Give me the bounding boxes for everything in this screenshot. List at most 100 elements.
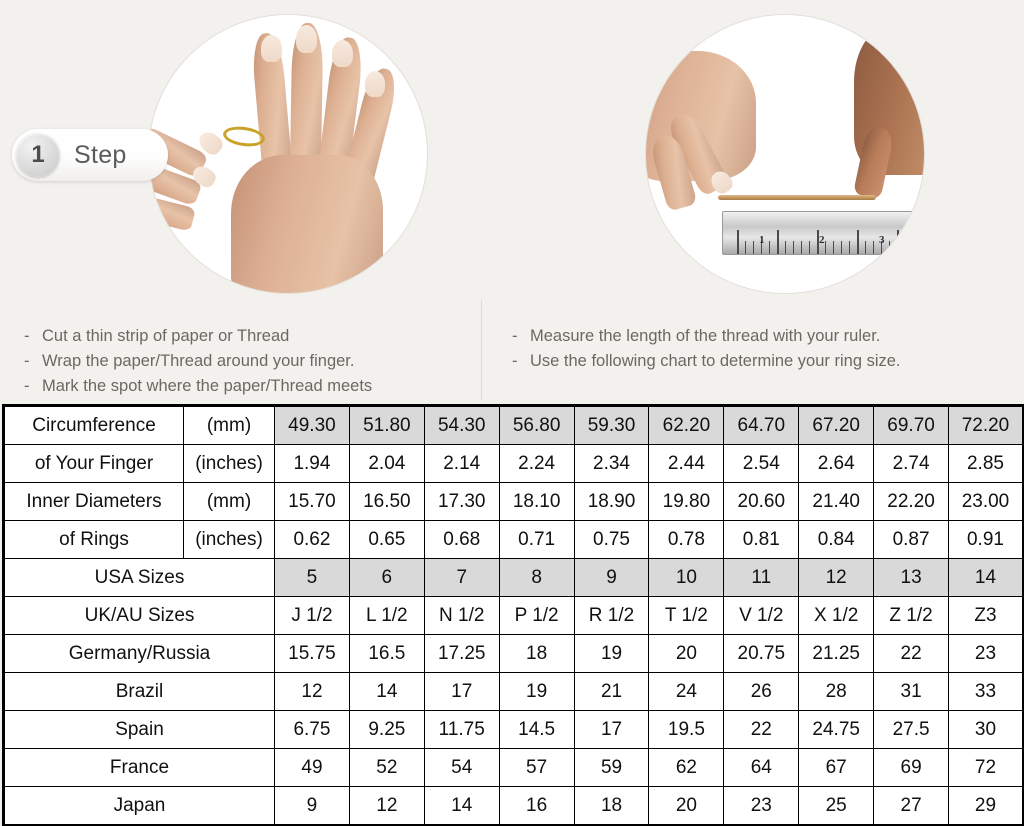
data-cell: 49.30: [274, 405, 350, 445]
data-cell: 62: [648, 748, 725, 787]
data-cell: P 1/2: [498, 596, 575, 635]
data-cell: X 1/2: [798, 596, 875, 635]
data-cell: 20.75: [723, 634, 800, 673]
data-cell: 0.71: [498, 520, 575, 559]
data-cell: 18.90: [573, 482, 650, 521]
table-row: USA Sizes 5 6 7 8 9 10 11 12 13 14: [3, 558, 1024, 597]
table-row: UK/AU Sizes J 1/2 L 1/2 N 1/2 P 1/2 R 1/2 T 1/…: [3, 596, 1024, 635]
data-cell: 7: [423, 558, 500, 597]
data-cell: 30: [948, 710, 1024, 749]
row-label-uk-au-sizes: UK/AU Sizes: [3, 596, 275, 635]
data-cell: 52: [348, 748, 425, 787]
data-cell: 18.10: [498, 482, 575, 521]
data-cell: 69: [873, 748, 950, 787]
data-cell: 2.85: [948, 444, 1024, 483]
ruler-mark-1: 1: [759, 234, 765, 246]
data-cell: 16.5: [348, 634, 425, 673]
step-1-instructions: - Cut a thin strip of paper or Thread - Wr…: [24, 324, 464, 399]
row-label-japan: Japan: [3, 786, 275, 826]
measured-thread: [718, 195, 876, 200]
data-cell: 21: [573, 672, 650, 711]
data-cell: 2.24: [498, 444, 575, 483]
data-cell: Z3: [948, 596, 1024, 635]
unit-label: (inches): [183, 444, 275, 483]
data-cell: 23.00: [948, 482, 1024, 521]
data-cell: 14: [348, 672, 425, 711]
data-cell: 33: [948, 672, 1024, 711]
instruction-text: Wrap the paper/Thread around your finger…: [42, 352, 355, 370]
data-cell: 12: [798, 558, 875, 597]
data-cell: 0.78: [648, 520, 725, 559]
data-cell: 18: [498, 634, 575, 673]
data-cell: 25: [798, 786, 875, 826]
data-cell: 0.65: [348, 520, 425, 559]
data-cell: 20: [648, 786, 725, 826]
data-cell: 14.5: [498, 710, 575, 749]
data-cell: 59: [573, 748, 650, 787]
data-cell: R 1/2: [573, 596, 650, 635]
data-cell: 0.87: [873, 520, 950, 559]
data-cell: 2.04: [348, 444, 425, 483]
data-cell: 24.75: [798, 710, 875, 749]
ring-size-conversion-table: Circumference (mm) 49.30 51.80 54.30 56.80 59.…: [2, 404, 1024, 826]
data-cell: 19.80: [648, 482, 725, 521]
data-cell: 23: [723, 786, 800, 826]
data-cell: 69.70: [873, 405, 950, 445]
data-cell: 2.44: [648, 444, 725, 483]
data-cell: 72.20: [948, 405, 1024, 445]
step-2-instructions: - Measure the length of the thread with y…: [512, 324, 1012, 374]
data-cell: 64: [723, 748, 800, 787]
table-row: Brazil 12 14 17 19 21 24 26 28 31 33: [3, 672, 1024, 711]
data-cell: 28: [798, 672, 875, 711]
data-cell: 17: [423, 672, 500, 711]
data-cell: 17.25: [423, 634, 500, 673]
data-cell: T 1/2: [648, 596, 725, 635]
row-label-spain: Spain: [3, 710, 275, 749]
instruction-text: Measure the length of the thread with yo…: [530, 327, 881, 345]
hand-illustration: [149, 15, 427, 293]
row-label-usa-sizes: USA Sizes: [3, 558, 275, 597]
table-row: Inner Diameters (mm) 15.70 16.50 17.30 18.10 1…: [3, 482, 1024, 521]
data-cell: 29: [948, 786, 1024, 826]
step-panel-1: 1 Step - Cut a thin strip of paper or Thr…: [0, 0, 485, 404]
data-cell: 17: [573, 710, 650, 749]
data-cell: 12: [348, 786, 425, 826]
instruction-text: Mark the spot where the paper/Thread mee…: [42, 377, 373, 395]
data-cell: 59.30: [573, 405, 650, 445]
unit-label: (mm): [183, 405, 275, 445]
steps-area: 1 Step - Cut a thin strip of paper or Thr…: [0, 0, 1024, 404]
data-cell: 2.34: [573, 444, 650, 483]
thread-measuring-photo: 1 2 3: [645, 14, 925, 294]
data-cell: 6.75: [274, 710, 350, 749]
data-cell: 51.80: [348, 405, 425, 445]
step-badge-1: 1 Step: [12, 129, 168, 181]
instruction-line: - Mark the spot where the paper/Thread me…: [24, 374, 464, 399]
data-cell: 21.40: [798, 482, 875, 521]
data-cell: 2.14: [423, 444, 500, 483]
table-row: Germany/Russia 15.75 16.5 17.25 18 19 20 20.75 2…: [3, 634, 1024, 673]
bullet-dash: -: [24, 327, 30, 345]
data-cell: 6: [348, 558, 425, 597]
step-label-1: Step: [74, 140, 127, 169]
data-cell: 10: [648, 558, 725, 597]
data-cell: 64.70: [723, 405, 800, 445]
instruction-line: - Cut a thin strip of paper or Thread: [24, 324, 464, 349]
data-cell: 2.64: [798, 444, 875, 483]
data-cell: 67: [798, 748, 875, 787]
panel-divider: [481, 300, 482, 400]
table-row: of Rings (inches) 0.62 0.65 0.68 0.71 0.75 0.78…: [3, 520, 1024, 559]
step-panel-2: 1 2 3 2 Step -Measure the length of the …: [485, 0, 1024, 404]
data-cell: N 1/2: [423, 596, 500, 635]
hand-with-thread-photo: [148, 14, 428, 294]
data-cell: 2.54: [723, 444, 800, 483]
data-cell: 54: [423, 748, 500, 787]
ruler: 1 2 3: [722, 211, 920, 255]
data-cell: 20: [648, 634, 725, 673]
data-cell: 56.80: [498, 405, 575, 445]
data-cell: 16.50: [348, 482, 425, 521]
data-cell: Z 1/2: [873, 596, 950, 635]
data-cell: 13: [873, 558, 950, 597]
row-label-germany-russia: Germany/Russia: [3, 634, 275, 673]
data-cell: 14: [948, 558, 1024, 597]
data-cell: 24: [648, 672, 725, 711]
